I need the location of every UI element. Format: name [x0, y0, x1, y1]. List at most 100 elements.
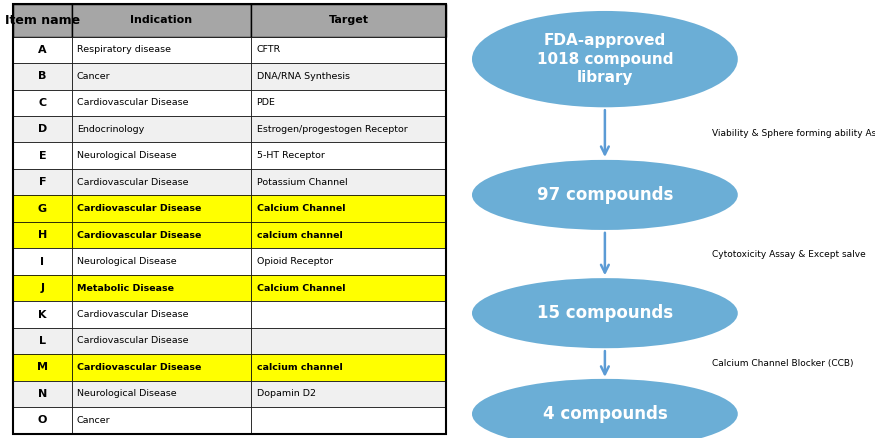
Text: Cardiovascular Disease: Cardiovascular Disease — [77, 98, 188, 107]
Bar — [72, 328, 251, 354]
Bar — [251, 116, 446, 142]
Bar — [251, 142, 446, 169]
Ellipse shape — [472, 11, 738, 107]
Text: Respiratory disease: Respiratory disease — [77, 45, 171, 54]
Text: DNA/RNA Synthesis: DNA/RNA Synthesis — [256, 72, 349, 81]
Bar — [72, 222, 251, 248]
Text: Cancer: Cancer — [77, 416, 110, 425]
Bar — [72, 275, 251, 301]
Text: Viability & Sphere forming ability Assay: Viability & Sphere forming ability Assay — [712, 129, 875, 138]
Text: Indication: Indication — [130, 15, 192, 25]
Bar — [251, 275, 446, 301]
Text: CFTR: CFTR — [256, 45, 281, 54]
Text: F: F — [38, 177, 46, 187]
Bar — [251, 89, 446, 116]
Text: D: D — [38, 124, 47, 134]
Bar — [13, 89, 72, 116]
Ellipse shape — [472, 379, 738, 438]
Text: N: N — [38, 389, 47, 399]
Text: Endocrinology: Endocrinology — [77, 125, 144, 134]
Text: calcium channel: calcium channel — [256, 363, 342, 372]
Text: A: A — [38, 45, 46, 55]
Text: Cardiovascular Disease: Cardiovascular Disease — [77, 230, 201, 240]
Bar — [251, 222, 446, 248]
Bar — [72, 248, 251, 275]
Bar — [251, 407, 446, 434]
Bar — [13, 381, 72, 407]
Text: J: J — [40, 283, 45, 293]
Bar — [13, 301, 72, 328]
Text: G: G — [38, 204, 47, 214]
Text: Calcium Channel Blocker (CCB): Calcium Channel Blocker (CCB) — [712, 360, 854, 368]
Text: Cardiovascular Disease: Cardiovascular Disease — [77, 336, 188, 346]
Text: Cytotoxicity Assay & Except salve: Cytotoxicity Assay & Except salve — [712, 250, 866, 258]
Bar — [13, 195, 72, 222]
Bar — [13, 407, 72, 434]
Bar — [13, 328, 72, 354]
Bar — [251, 63, 446, 89]
Bar — [72, 63, 251, 89]
Text: L: L — [38, 336, 46, 346]
Bar — [72, 89, 251, 116]
Bar — [13, 142, 72, 169]
Text: Target: Target — [329, 15, 368, 25]
Bar — [251, 381, 446, 407]
Text: Estrogen/progestogen Receptor: Estrogen/progestogen Receptor — [256, 125, 407, 134]
Text: Item name: Item name — [4, 14, 80, 27]
Bar — [251, 354, 446, 381]
Text: B: B — [38, 71, 46, 81]
Bar — [72, 142, 251, 169]
Bar — [251, 4, 446, 37]
Text: Neurological Disease: Neurological Disease — [77, 389, 177, 399]
Text: Neurological Disease: Neurological Disease — [77, 257, 177, 266]
Text: Cardiovascular Disease: Cardiovascular Disease — [77, 363, 201, 372]
Bar — [251, 37, 446, 63]
Text: Potassium Channel: Potassium Channel — [256, 178, 347, 187]
Text: Neurological Disease: Neurological Disease — [77, 151, 177, 160]
Text: 5-HT Receptor: 5-HT Receptor — [256, 151, 325, 160]
Bar — [13, 222, 72, 248]
Text: FDA-approved
1018 compound
library: FDA-approved 1018 compound library — [536, 33, 673, 85]
Ellipse shape — [472, 160, 738, 230]
Bar — [72, 381, 251, 407]
Bar — [72, 4, 251, 37]
Bar — [251, 195, 446, 222]
Text: Cardiovascular Disease: Cardiovascular Disease — [77, 310, 188, 319]
Bar — [72, 354, 251, 381]
Bar — [72, 169, 251, 195]
Text: E: E — [38, 151, 46, 161]
Bar — [13, 4, 72, 37]
Bar — [72, 116, 251, 142]
Bar — [13, 275, 72, 301]
Bar — [251, 169, 446, 195]
Text: K: K — [38, 310, 46, 319]
Text: Cardiovascular Disease: Cardiovascular Disease — [77, 204, 201, 213]
Text: Metabolic Disease: Metabolic Disease — [77, 283, 174, 293]
Text: O: O — [38, 415, 47, 425]
Text: H: H — [38, 230, 47, 240]
Text: 97 compounds: 97 compounds — [536, 186, 673, 204]
Bar — [13, 63, 72, 89]
Bar — [13, 116, 72, 142]
Text: PDE: PDE — [256, 98, 276, 107]
Bar — [72, 407, 251, 434]
Text: Cardiovascular Disease: Cardiovascular Disease — [77, 178, 188, 187]
Bar — [72, 37, 251, 63]
Text: Dopamin D2: Dopamin D2 — [256, 389, 316, 399]
Text: I: I — [40, 257, 45, 267]
Text: calcium channel: calcium channel — [256, 230, 342, 240]
Bar — [13, 248, 72, 275]
Bar — [72, 301, 251, 328]
Text: 15 compounds: 15 compounds — [537, 304, 673, 322]
Text: Calcium Channel: Calcium Channel — [256, 204, 345, 213]
Text: M: M — [37, 363, 48, 372]
Text: 4 compounds: 4 compounds — [542, 405, 668, 423]
Bar — [13, 37, 72, 63]
Text: Opioid Receptor: Opioid Receptor — [256, 257, 332, 266]
Bar — [13, 354, 72, 381]
Bar — [251, 301, 446, 328]
Text: C: C — [38, 98, 46, 108]
Text: Cancer: Cancer — [77, 72, 110, 81]
Bar — [251, 248, 446, 275]
Bar — [13, 169, 72, 195]
